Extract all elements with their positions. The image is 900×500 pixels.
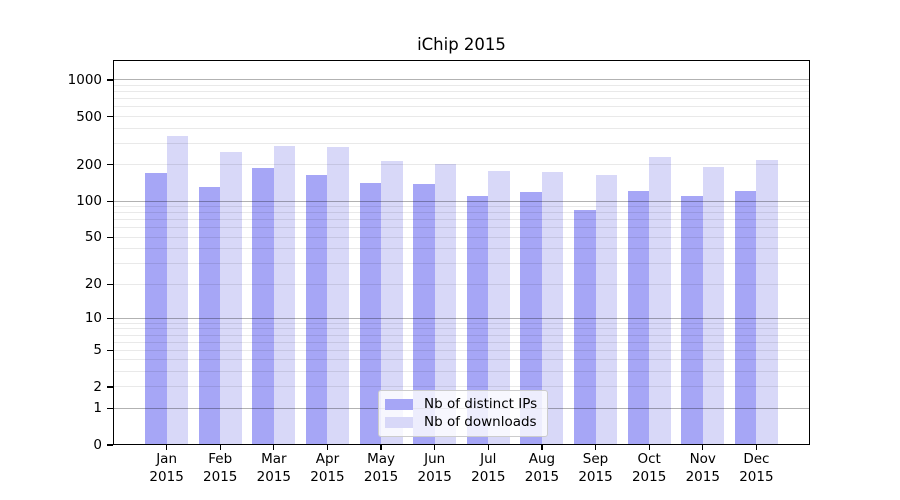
y-tick-mark [107, 444, 113, 446]
bar-downloads-nov [702, 166, 725, 445]
y-tick-mark [107, 200, 113, 202]
bar-downloads-oct [649, 156, 671, 445]
x-tick-mark [219, 445, 221, 450]
bar-distinct-ips-may [359, 182, 382, 445]
bar-downloads-apr [327, 147, 349, 445]
bar-distinct-ips-jul [466, 195, 489, 445]
x-tick-mark [702, 445, 704, 450]
x-tick-mark [648, 445, 650, 450]
y-tick-mark [107, 164, 113, 166]
y-tick-mark [107, 349, 113, 351]
y-tick-mark [107, 283, 113, 285]
bar-downloads-jul [488, 170, 510, 445]
bar-distinct-ips-jun [413, 183, 435, 445]
y-tick-mark [107, 386, 113, 388]
x-tick-label-jan: Jan 2015 [149, 451, 184, 485]
bar-downloads-sep [595, 174, 617, 445]
x-tick-label-dec: Dec 2015 [739, 451, 774, 485]
x-tick-mark [594, 445, 597, 450]
legend-item-distinct-ips: Nb of distinct IPs [385, 396, 539, 413]
y-tick-label: 5 [93, 342, 102, 359]
y-tick-label: 0 [93, 437, 102, 453]
y-tick-mark [107, 79, 113, 81]
y-tick-label: 1000 [67, 71, 102, 88]
y-tick-mark [107, 317, 113, 319]
y-tick-label: 1 [93, 400, 102, 417]
x-tick-label-apr: Apr 2015 [310, 451, 345, 485]
y-tick-label: 200 [76, 156, 102, 173]
x-tick-label-may: May 2015 [363, 451, 399, 485]
x-tick-mark [273, 445, 275, 450]
x-tick-mark [755, 445, 757, 450]
bar-distinct-ips-mar [252, 168, 274, 445]
x-tick-label-jun: Jun 2015 [417, 451, 452, 485]
legend-swatch-downloads [385, 417, 413, 428]
x-tick-mark [487, 445, 489, 450]
y-tick-mark [107, 115, 113, 118]
bar-distinct-ips-nov [681, 195, 703, 445]
x-tick-label-oct: Oct 2015 [631, 451, 667, 485]
bar-distinct-ips-dec [734, 191, 757, 445]
legend-label-downloads: Nb of downloads [424, 414, 537, 430]
legend-label-distinct-ips: Nb of distinct IPs [424, 396, 538, 412]
bar-downloads-may [381, 161, 403, 445]
y-tick-label: 50 [84, 229, 102, 246]
x-tick-mark [541, 445, 543, 450]
bar-distinct-ips-oct [627, 190, 650, 445]
x-tick-mark [166, 445, 168, 450]
y-tick-mark [107, 236, 113, 238]
x-tick-label-sep: Sep 2015 [578, 451, 613, 485]
y-tick-label: 500 [76, 108, 102, 125]
bar-downloads-jan [166, 136, 189, 445]
legend-swatch-distinct-ips [385, 399, 413, 410]
legend-item-downloads: Nb of downloads [385, 414, 539, 431]
x-tick-mark [326, 445, 329, 450]
bar-distinct-ips-aug [520, 191, 542, 445]
x-tick-mark [380, 445, 382, 450]
bar-downloads-aug [541, 171, 564, 445]
x-tick-label-jul: Jul 2015 [471, 451, 506, 485]
bar-downloads-feb [220, 151, 242, 445]
bar-distinct-ips-sep [574, 210, 596, 445]
x-tick-mark [434, 445, 436, 450]
bar-downloads-dec [756, 159, 778, 445]
y-tick-mark [107, 407, 113, 409]
x-tick-label-feb: Feb 2015 [203, 451, 238, 485]
bar-distinct-ips-feb [198, 186, 221, 445]
y-tick-label: 100 [76, 193, 102, 210]
bar-downloads-jun [434, 163, 457, 445]
y-tick-label: 20 [84, 276, 102, 293]
plot-area: Nb of distinct IPs Nb of downloads [113, 60, 810, 445]
y-tick-label: 2 [93, 378, 102, 395]
x-tick-label-mar: Mar 2015 [256, 451, 292, 485]
x-tick-label-nov: Nov 2015 [685, 451, 720, 485]
bar-distinct-ips-jan [145, 173, 167, 445]
y-tick-label: 10 [84, 310, 102, 327]
legend: Nb of distinct IPs Nb of downloads [378, 390, 548, 437]
bar-downloads-mar [273, 146, 296, 445]
bars-layer [113, 60, 810, 445]
bar-distinct-ips-apr [306, 174, 328, 445]
chart-title: iChip 2015 [417, 35, 506, 54]
x-tick-label-aug: Aug 2015 [524, 451, 560, 485]
